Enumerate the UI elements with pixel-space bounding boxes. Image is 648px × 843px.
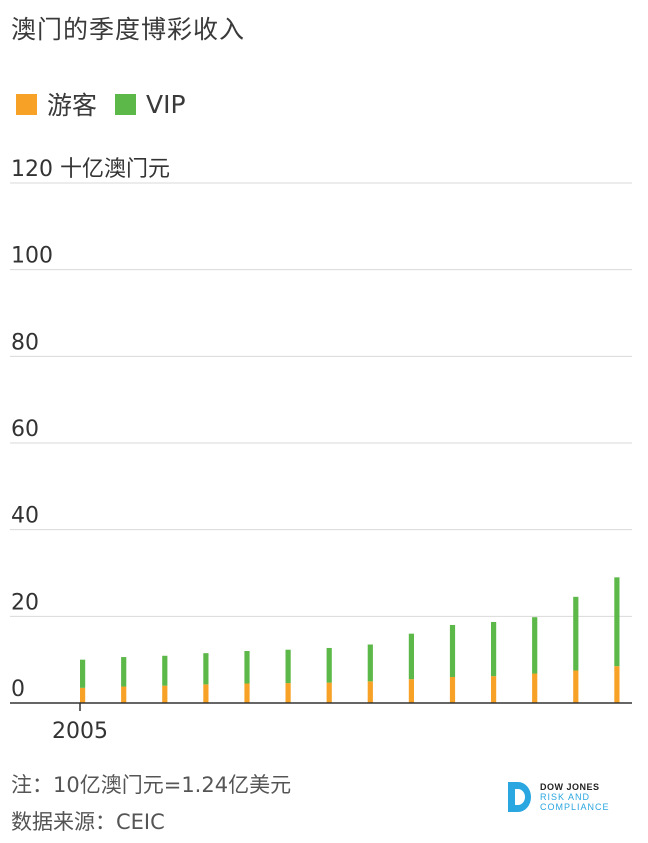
exchange-note: 注：10亿澳门元=1.24亿美元 bbox=[11, 773, 292, 797]
bar-vip-2008Q2 bbox=[614, 577, 620, 667]
bar-vip-2005Q1 bbox=[80, 659, 86, 688]
source-note: 数据来源：CEIC bbox=[11, 810, 165, 834]
dow-jones-logo: DOW JONES RISK AND COMPLIANCE bbox=[506, 780, 610, 814]
legend-item-tourist: 游客 bbox=[16, 86, 97, 122]
y-tick-label-0: 0 bbox=[11, 677, 25, 702]
chart-title: 澳门的季度博彩收入 bbox=[11, 15, 246, 44]
bar-tourist-2006Q3 bbox=[326, 682, 332, 703]
bar-vip-2007Q1 bbox=[408, 633, 414, 680]
legend-label-vip: VIP bbox=[146, 89, 186, 119]
legend-swatch-tourist bbox=[16, 93, 37, 115]
bar-tourist-2006Q2 bbox=[285, 683, 291, 703]
logo-line-3: COMPLIANCE bbox=[540, 802, 610, 812]
y-tick-label-100: 100 bbox=[11, 244, 53, 269]
bar-vip-2006Q3 bbox=[326, 647, 332, 683]
logo-line-2: RISK AND bbox=[540, 792, 591, 802]
bar-tourist-2005Q3 bbox=[162, 685, 168, 703]
bar-tourist-2006Q4 bbox=[367, 681, 373, 703]
bar-vip-2006Q4 bbox=[367, 644, 373, 682]
bar-tourist-2006Q1 bbox=[244, 683, 250, 703]
bar-tourist-2007Q2 bbox=[449, 677, 456, 703]
bar-vip-2006Q1 bbox=[244, 651, 250, 684]
y-tick-label-40: 40 bbox=[11, 504, 39, 529]
legend-label-tourist: 游客 bbox=[47, 91, 98, 120]
legend: 游客 VIP bbox=[16, 86, 204, 122]
dow-jones-logo-icon bbox=[508, 782, 531, 812]
bar-vip-2007Q4 bbox=[532, 617, 538, 674]
bar-tourist-2005Q4 bbox=[203, 684, 209, 703]
bar-vip-2006Q2 bbox=[285, 649, 291, 684]
bar-vip-2005Q2 bbox=[121, 657, 127, 687]
logo-text: DOW JONES RISK AND COMPLIANCE bbox=[540, 782, 610, 812]
legend-swatch-vip bbox=[115, 93, 137, 115]
bar-tourist-2008Q1 bbox=[573, 670, 579, 703]
bar-vip-2007Q3 bbox=[491, 621, 497, 677]
y-tick-label-120: 120 十亿澳门元 bbox=[11, 157, 170, 182]
legend-item-vip: VIP bbox=[115, 90, 186, 119]
bar-vip-2008Q1 bbox=[573, 596, 579, 671]
y-tick-label-20: 20 bbox=[11, 590, 39, 615]
bar-tourist-2005Q1 bbox=[80, 687, 86, 703]
bar-tourist-2007Q1 bbox=[408, 679, 414, 703]
bar-vip-2005Q4 bbox=[203, 653, 209, 685]
y-tick-label-60: 60 bbox=[11, 417, 39, 442]
logo-line-1: DOW JONES bbox=[540, 782, 600, 792]
bar-vip-2005Q3 bbox=[162, 655, 168, 686]
bar-tourist-2007Q4 bbox=[532, 673, 538, 703]
bar-tourist-2005Q2 bbox=[121, 686, 127, 703]
bar-tourist-2008Q2 bbox=[614, 666, 620, 703]
bar-tourist-2007Q3 bbox=[491, 676, 497, 703]
y-tick-label-80: 80 bbox=[11, 330, 39, 355]
bar-vip-2007Q2 bbox=[449, 625, 456, 677]
x-tick-label-2005: 2005 bbox=[52, 719, 108, 744]
